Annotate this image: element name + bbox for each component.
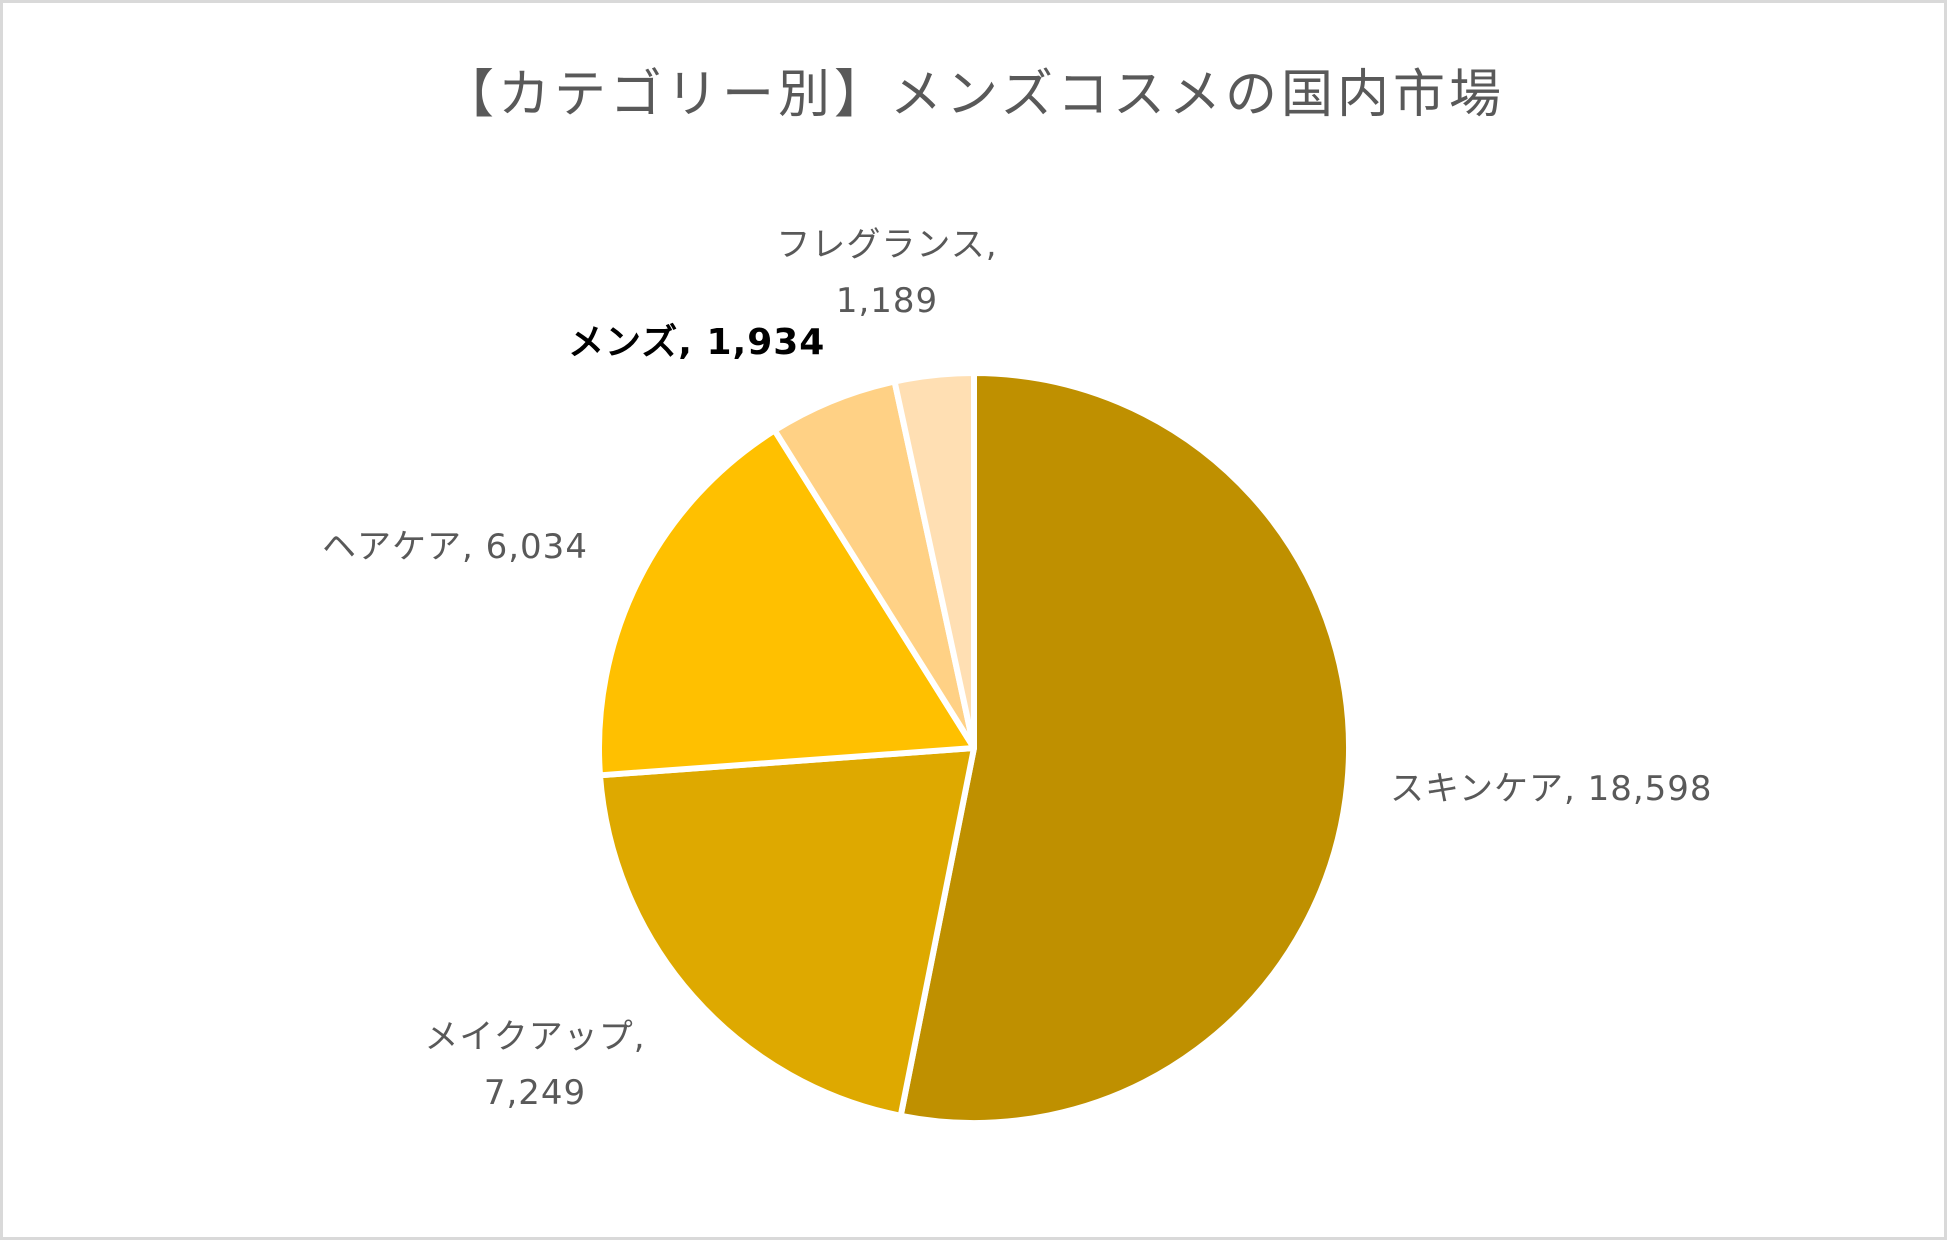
label-skincare: スキンケア, 18,598 — [1390, 772, 1713, 806]
label-makeup: メイクアップ, 7,249 — [400, 1020, 670, 1110]
pie-slice — [891, 370, 977, 751]
pie-slice — [596, 745, 977, 1119]
pie-slices — [596, 370, 1352, 1126]
label-fragrance-value: 1,189 — [835, 281, 939, 321]
chart-title: 【カテゴリー別】メンズコスメの国内市場 — [442, 65, 1505, 125]
label-makeup-name: メイクアップ, — [424, 1017, 646, 1057]
label-mens: メンズ, 1,934 — [568, 325, 825, 361]
label-haircare-text: ヘアケア, 6,034 — [322, 527, 588, 567]
pie-slice — [596, 427, 977, 779]
label-fragrance-name: フレグランス, — [776, 225, 998, 265]
label-makeup-value: 7,249 — [483, 1073, 587, 1113]
label-haircare: ヘアケア, 6,034 — [322, 530, 588, 564]
label-fragrance: フレグランス, 1,189 — [752, 228, 1022, 318]
label-skincare-text: スキンケア, 18,598 — [1390, 769, 1713, 809]
label-mens-text: メンズ, 1,934 — [568, 322, 826, 363]
pie-slice — [897, 370, 1352, 1126]
